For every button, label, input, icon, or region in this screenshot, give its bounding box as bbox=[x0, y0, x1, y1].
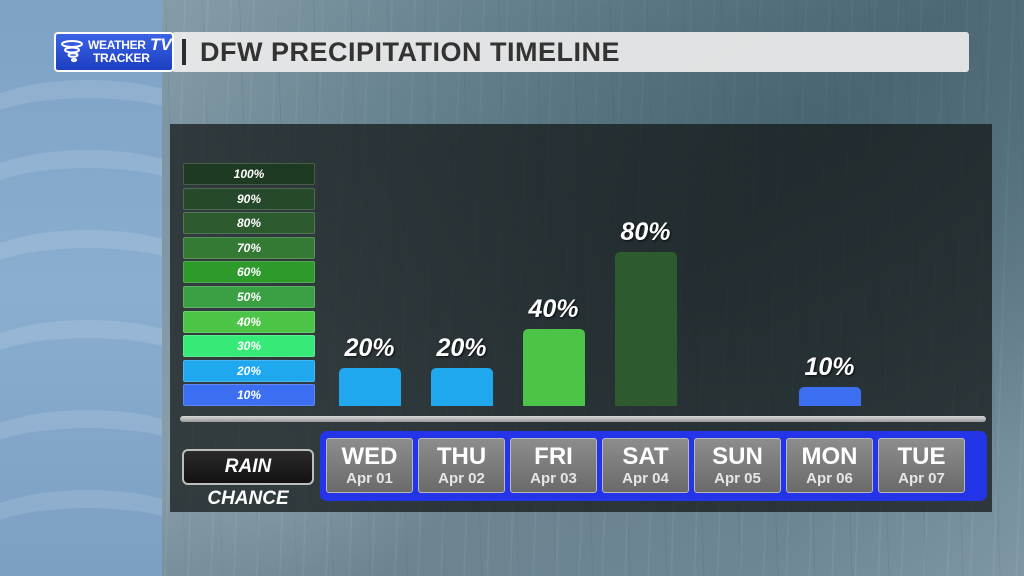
bar-fri bbox=[522, 329, 585, 406]
title-bar: DFW PRECIPITATION TIMELINE bbox=[172, 32, 969, 72]
day-cell-sat: SAT Apr 04 bbox=[602, 438, 689, 493]
day-cell-mon: MON Apr 06 bbox=[786, 438, 873, 493]
logo-text-weather: WEATHER bbox=[88, 38, 146, 52]
logo-text-tracker: TRACKER bbox=[93, 51, 150, 65]
legend-item: 40% bbox=[183, 310, 315, 333]
chart-baseline bbox=[180, 416, 986, 422]
logo-text-tv: TV bbox=[150, 35, 172, 54]
day-date: Apr 01 bbox=[346, 470, 393, 487]
legend-item: 20% bbox=[183, 359, 315, 382]
day-cell-tue: TUE Apr 07 bbox=[878, 438, 965, 493]
bar-value-label: 40% bbox=[528, 295, 579, 324]
legend-item: 30% bbox=[183, 335, 315, 358]
bar-value-label: 10% bbox=[804, 352, 855, 381]
swirl-decoration bbox=[0, 150, 162, 246]
swirl-decoration bbox=[0, 410, 162, 506]
day-date: Apr 05 bbox=[714, 470, 761, 487]
day-date: Apr 04 bbox=[622, 470, 669, 487]
day-date: Apr 02 bbox=[438, 470, 485, 487]
legend-item: 100% bbox=[183, 163, 315, 185]
day-name: SUN bbox=[712, 443, 763, 470]
day-name: WED bbox=[341, 443, 398, 470]
day-cell-thu: THU Apr 02 bbox=[418, 438, 505, 493]
bar-value-label: 20% bbox=[436, 333, 487, 362]
legend-item: 70% bbox=[183, 236, 315, 259]
swirl-decoration bbox=[0, 230, 162, 326]
legend-item: 60% bbox=[183, 261, 315, 284]
title-separator bbox=[182, 39, 186, 65]
day-cell-wed: WED Apr 01 bbox=[326, 438, 413, 493]
page-title: DFW PRECIPITATION TIMELINE bbox=[200, 36, 620, 67]
tornado-icon bbox=[61, 40, 83, 63]
bar-sat bbox=[614, 252, 677, 406]
swirl-decoration bbox=[0, 80, 162, 176]
station-logo: WEATHER TRACKER TV bbox=[54, 32, 174, 72]
day-name: MON bbox=[801, 443, 858, 470]
legend-item: 90% bbox=[183, 187, 315, 210]
swirl-decoration bbox=[0, 490, 162, 576]
day-name: FRI bbox=[534, 443, 573, 470]
day-cell-sun: SUN Apr 05 bbox=[694, 438, 781, 493]
legend-item: 80% bbox=[183, 212, 315, 235]
bar-mon bbox=[798, 386, 861, 406]
day-date: Apr 06 bbox=[806, 470, 853, 487]
bar-thu bbox=[430, 367, 493, 406]
day-name: TUE bbox=[897, 443, 946, 470]
day-date: Apr 03 bbox=[530, 470, 577, 487]
legend-item: 50% bbox=[183, 286, 315, 308]
day-name: SAT bbox=[622, 443, 669, 470]
day-date: Apr 07 bbox=[898, 470, 945, 487]
rain-chance-label: RAIN CHANCE bbox=[182, 449, 314, 509]
bar-value-label: 20% bbox=[344, 333, 395, 362]
day-cell-fri: FRI Apr 03 bbox=[510, 438, 597, 493]
bar-wed bbox=[338, 367, 401, 406]
left-side-strip bbox=[0, 0, 162, 576]
day-name: THU bbox=[436, 443, 487, 470]
bar-value-label: 80% bbox=[620, 218, 671, 247]
legend-item: 10% bbox=[183, 384, 315, 407]
swirl-decoration bbox=[0, 320, 162, 416]
